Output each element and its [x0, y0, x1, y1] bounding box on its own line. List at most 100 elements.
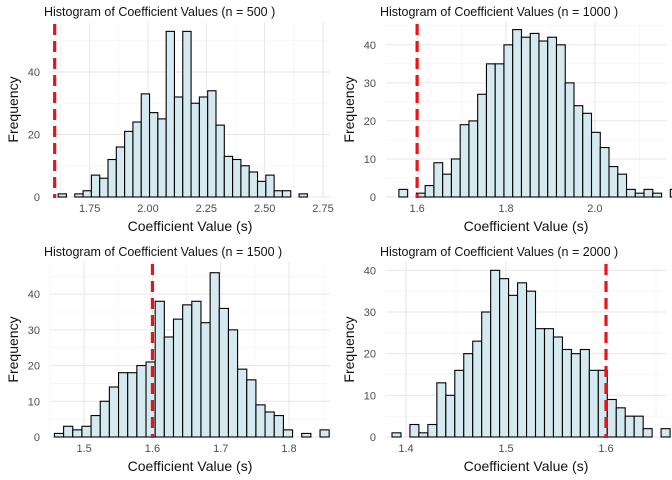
histogram-bar — [90, 174, 101, 198]
y-tick-label: 30 — [364, 307, 376, 319]
histogram-bar — [117, 372, 129, 438]
histogram-bar — [669, 188, 672, 198]
histogram-bar — [53, 432, 65, 438]
y-tick-label: 0 — [34, 432, 40, 444]
histogram-bar — [298, 193, 308, 198]
histogram-bar — [590, 131, 601, 198]
histogram-bar — [642, 428, 653, 438]
histogram-bar — [273, 190, 283, 198]
histogram-bar — [132, 121, 142, 198]
histogram-bar — [617, 173, 628, 198]
histogram-bar — [99, 177, 109, 198]
histogram-bar — [207, 90, 217, 198]
histogram-bar — [319, 429, 330, 438]
histogram-bars — [57, 30, 308, 198]
y-tick-label: 0 — [370, 432, 376, 444]
histogram-bar — [490, 269, 501, 438]
histogram-bar — [237, 368, 248, 438]
x-tick-label: 1.8 — [498, 203, 513, 215]
histogram-bar — [218, 307, 229, 438]
x-tick-label: 1.8 — [281, 443, 296, 455]
histogram-bar — [606, 398, 617, 438]
y-tick-label: 40 — [28, 67, 40, 79]
histogram-bar — [72, 429, 83, 438]
histogram-bar — [485, 63, 496, 198]
y-tick-label: 10 — [364, 390, 376, 402]
chart-title: Histogram of Coefficient Values (n = 100… — [380, 5, 618, 19]
histogram-chart-n2000: 1.4 1.5 1.6 0 10 20 30 40 Histogram of Coefficie… — [341, 245, 671, 474]
histogram-bar — [281, 190, 292, 198]
y-tick-label: 10 — [364, 154, 376, 166]
histogram-bar — [445, 394, 456, 438]
histogram-bar — [427, 423, 438, 438]
y-tick-label: 10 — [28, 396, 40, 408]
histogram-bar — [154, 300, 165, 438]
x-axis-label: Coefficient Value (s) — [464, 218, 589, 234]
histogram-bar — [182, 304, 193, 438]
y-tick-label: 0 — [34, 192, 40, 204]
x-tick-label: 1.6 — [409, 203, 424, 215]
histogram-bar — [165, 30, 176, 198]
histogram-bar — [200, 322, 211, 438]
histogram-bar — [615, 407, 626, 438]
histogram-panel-n1500: 1.5 1.6 1.7 1.8 0 10 20 30 40 Histogram of Coeffi… — [0, 240, 336, 480]
histogram-bar — [625, 188, 636, 198]
x-tick-label: 1.7 — [213, 443, 228, 455]
histogram-bar — [652, 192, 663, 198]
histogram-bar — [436, 382, 447, 438]
y-tick-label: 40 — [364, 265, 376, 277]
x-axis-label: Coefficient Value (s) — [128, 218, 253, 234]
histogram-bars — [391, 269, 671, 438]
histogram-bar — [538, 40, 549, 198]
y-tick-label: 20 — [28, 130, 40, 142]
histogram-bar — [582, 112, 593, 198]
histogram-bar — [124, 130, 134, 198]
histogram-bar — [99, 400, 110, 438]
y-axis-label: Frequency — [5, 76, 21, 142]
histogram-chart-n1000: 1.6 1.8 2.0 0 10 20 30 40 Histogram of Coefficie… — [341, 5, 672, 234]
x-tick-label: 1.6 — [145, 443, 160, 455]
histogram-bars — [53, 272, 330, 438]
y-tick-label: 30 — [364, 78, 376, 90]
histogram-bar — [634, 192, 645, 198]
x-tick-label: 2.75 — [312, 203, 333, 215]
x-tick-label: 1.5 — [76, 443, 91, 455]
histogram-bar — [227, 329, 239, 438]
histogram-bar — [468, 120, 479, 198]
histogram-bar — [534, 328, 546, 438]
x-tick-label: 2.25 — [196, 203, 217, 215]
histogram-bar — [570, 353, 581, 438]
histogram-bar — [136, 365, 147, 438]
histogram-bar — [190, 102, 200, 198]
x-tick-label: 1.6 — [598, 443, 613, 455]
histogram-bar — [494, 63, 505, 198]
histogram-panel-n1000: 1.6 1.8 2.0 0 10 20 30 40 Histogram of Coefficie… — [336, 0, 672, 240]
histogram-bar — [255, 404, 266, 438]
histogram-bar — [555, 44, 566, 198]
histogram-bar — [81, 425, 92, 438]
histogram-bar — [633, 415, 644, 438]
y-tick-label: 20 — [28, 361, 40, 373]
histogram-bar — [477, 93, 487, 198]
histogram-bar — [256, 180, 267, 198]
histogram-bar — [463, 353, 474, 438]
histogram-bar — [215, 124, 225, 198]
histogram-bar — [240, 165, 250, 198]
histogram-bar — [579, 348, 590, 438]
histogram-bar — [191, 300, 202, 438]
y-tick-label: 20 — [364, 349, 376, 361]
histogram-bar — [398, 188, 409, 198]
histogram-bar — [543, 328, 555, 438]
histogram-bar — [459, 124, 470, 198]
histogram-bar — [409, 423, 420, 438]
histogram-bar — [115, 146, 126, 198]
x-axis-label: Coefficient Value (s) — [464, 458, 589, 474]
histogram-bar — [282, 429, 294, 438]
histogram-bar — [573, 105, 584, 198]
x-axis-label: Coefficient Value (s) — [128, 458, 253, 474]
histogram-bar — [232, 158, 242, 198]
histogram-bar — [529, 32, 540, 198]
histogram-bar — [57, 193, 68, 198]
histogram-chart-n1500: 1.5 1.6 1.7 1.8 0 10 20 30 40 Histogram of Coeffi… — [5, 245, 330, 474]
histogram-bar — [450, 158, 461, 198]
